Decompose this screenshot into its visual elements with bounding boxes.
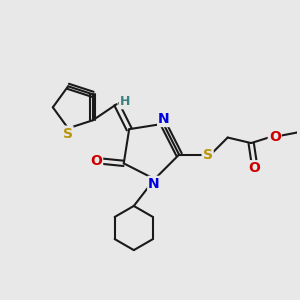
Text: N: N <box>148 177 160 191</box>
Text: H: H <box>120 95 130 108</box>
Text: O: O <box>248 161 260 175</box>
Text: O: O <box>269 130 281 144</box>
Text: N: N <box>158 112 170 126</box>
Text: S: S <box>202 148 213 162</box>
Text: S: S <box>62 127 73 141</box>
Text: O: O <box>90 154 102 168</box>
